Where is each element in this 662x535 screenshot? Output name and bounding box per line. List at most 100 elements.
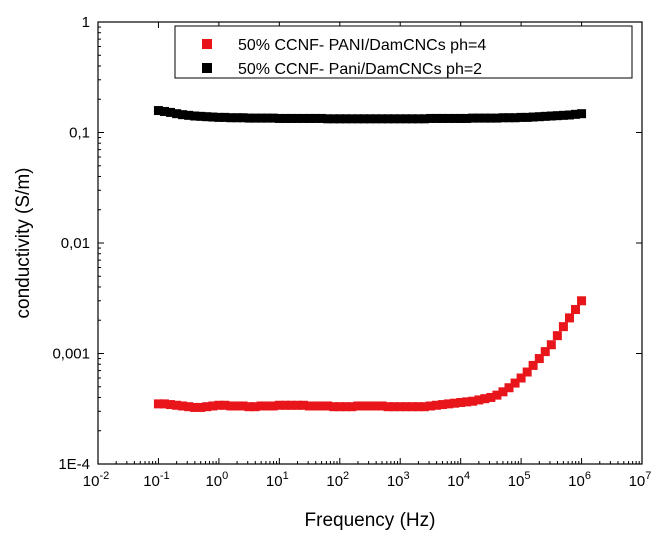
data-point [359,114,369,124]
data-point [286,400,296,410]
data-point [184,402,194,412]
data-point [184,110,194,120]
x-axis-title: Frequency (Hz) [305,510,436,531]
data-point [425,113,435,123]
x-tick-label: 10-2 [83,470,109,490]
data-point [214,400,224,410]
data-point [178,401,188,411]
data-point [492,390,502,400]
data-point [444,113,454,123]
data-point [377,114,387,124]
data-point [456,398,466,408]
data-point [540,111,550,121]
data-point [153,106,163,116]
data-point [438,400,448,410]
data-point [546,340,556,350]
data-point [341,114,351,124]
data-point [298,113,308,123]
data-point [486,113,496,123]
data-point [480,394,490,404]
y-tick-label: 1E-4 [58,456,90,473]
data-point [528,112,538,122]
legend-marker [202,63,212,73]
data-point [244,402,254,412]
data-point [564,313,574,323]
data-point [238,113,248,123]
data-point [540,347,550,357]
plot-frame [97,21,643,465]
data-point [250,113,260,123]
data-point [401,402,411,412]
data-point [262,113,272,123]
data-point [208,401,218,411]
data-point [571,305,580,315]
data-point [160,399,170,409]
y-axis-title: conductivity (S/m) [13,168,34,319]
x-tick-label: 107 [629,470,652,490]
data-point [347,402,357,412]
data-point [564,110,574,120]
data-point [341,402,351,412]
data-point [178,110,188,120]
data-point [353,401,363,411]
data-point [232,401,242,411]
data-point [413,402,423,412]
data-point [305,401,315,411]
data-point [413,114,423,124]
series-1 [153,296,587,412]
data-point [280,400,290,410]
data-point [256,113,266,123]
data-point [462,113,472,123]
x-tick-label: 10-1 [143,470,169,490]
data-point [577,296,587,306]
x-tick-label: 106 [568,470,591,490]
data-point [244,113,254,123]
data-point [522,367,532,377]
data-point [546,111,556,121]
data-point [552,111,562,121]
data-point [262,401,272,411]
data-point [190,111,200,121]
data-point [510,378,520,388]
data-point [444,399,454,409]
data-point [256,401,266,411]
data-point [510,113,520,123]
data-point [250,402,260,412]
data-point [347,114,357,124]
data-point [389,114,399,124]
data-point [208,112,218,122]
data-point [160,106,170,116]
data-point [238,401,248,411]
data-point [293,400,303,410]
data-point [504,113,514,123]
data-point [202,402,212,412]
y-tick-label: 0,1 [69,125,90,142]
data-point [196,111,206,121]
data-point [534,112,544,122]
data-point [504,383,514,393]
data-point [196,402,206,412]
data-point [468,113,478,123]
x-tick-label: 100 [205,470,228,490]
data-point [329,402,339,412]
data-point [431,113,441,123]
data-point [419,402,429,412]
data-point [486,392,496,402]
data-point [395,402,405,412]
data-point [419,114,429,124]
y-tick-label: 0,01 [61,235,90,252]
data-point [165,107,175,117]
data-point [268,401,278,411]
data-point [172,400,182,410]
data-point [552,331,562,341]
data-point [220,400,230,410]
data-point [214,112,224,122]
x-axis-ticks: 10-2 10-1 100 101 102 103 104 105 106 107 [83,22,652,490]
data-point [474,395,484,405]
x-tick-label: 102 [326,470,349,490]
data-point [395,114,405,124]
legend-label: 50% CCNF- Pani/DamCNCs ph=2 [238,61,482,78]
data-point [226,113,236,123]
data-point [226,401,236,411]
data-point [311,113,321,123]
